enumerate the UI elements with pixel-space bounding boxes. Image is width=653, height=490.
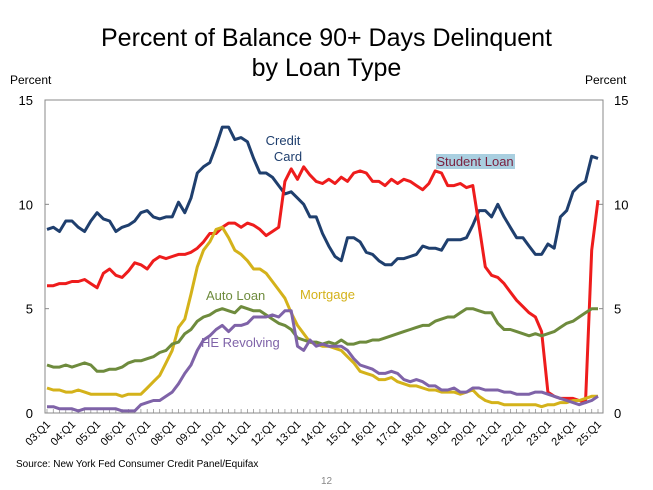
series-label-student-loan: Student Loan <box>436 154 513 169</box>
y-tick-label-right: 5 <box>614 302 621 317</box>
x-tick-label: 05:Q1 <box>74 419 104 449</box>
x-tick-label: 14:Q1 <box>299 419 329 449</box>
x-tick-label: 07:Q1 <box>124 419 154 449</box>
series-line-mortgage <box>46 225 598 409</box>
x-tick-label: 21:Q1 <box>474 419 504 449</box>
x-tick-label: 17:Q1 <box>374 419 404 449</box>
series-label-auto-loan: Auto Loan <box>206 288 265 303</box>
series-label-he-revolving: HE Revolving <box>201 335 280 350</box>
series-label-bg-student-loan <box>436 154 515 169</box>
series-line-he-revolving <box>47 309 599 413</box>
series-label-credit-card: Card <box>274 149 302 164</box>
x-tick-label: 23:Q1 <box>524 419 554 449</box>
x-tick-label: 03:Q1 <box>23 419 53 449</box>
series-line-auto-loan <box>46 305 598 373</box>
chart-title-line-2: by Loan Type <box>251 54 402 82</box>
chart-title-line-1: Percent of Balance 90+ Days Delinquent <box>101 24 552 52</box>
x-tick-label: 19:Q1 <box>424 419 454 449</box>
y-axis-label-left: Percent <box>10 73 52 87</box>
x-tick-label: 10:Q1 <box>199 419 229 449</box>
y-axis-label-right: Percent <box>585 73 627 87</box>
page-number: 12 <box>320 476 333 487</box>
y-tick-label-left: 15 <box>19 93 33 108</box>
series-label-credit-card: Credit <box>266 133 301 148</box>
x-tick-label: 09:Q1 <box>174 419 204 449</box>
series-line-credit-card <box>46 125 599 267</box>
x-tick-label: 22:Q1 <box>499 419 529 449</box>
x-tick-label: 16:Q1 <box>349 419 379 449</box>
x-tick-label: 15:Q1 <box>324 419 354 449</box>
y-tick-label-left: 5 <box>26 302 33 317</box>
x-tick-label: 25:Q1 <box>574 419 604 449</box>
series-line-student-loan <box>47 165 600 405</box>
y-tick-label-left: 10 <box>19 197 33 212</box>
plot-frame <box>44 99 604 414</box>
y-tick-label-left: 0 <box>26 406 33 421</box>
series-label-mortgage: Mortgage <box>300 287 355 302</box>
x-tick-label: 04:Q1 <box>48 419 78 449</box>
source-note: Source: New York Fed Consumer Credit Pan… <box>16 459 259 470</box>
x-tick-label: 18:Q1 <box>399 419 429 449</box>
x-tick-label: 24:Q1 <box>549 419 579 449</box>
x-tick-label: 08:Q1 <box>149 419 179 449</box>
y-tick-label-right: 0 <box>614 406 621 421</box>
x-tick-label: 12:Q1 <box>249 419 279 449</box>
y-tick-label-right: 10 <box>614 197 628 212</box>
x-tick-label: 06:Q1 <box>99 419 129 449</box>
x-tick-label: 20:Q1 <box>449 419 479 449</box>
x-tick-label: 13:Q1 <box>274 419 304 449</box>
y-tick-label-right: 15 <box>614 93 628 108</box>
x-tick-label: 11:Q1 <box>224 419 253 448</box>
